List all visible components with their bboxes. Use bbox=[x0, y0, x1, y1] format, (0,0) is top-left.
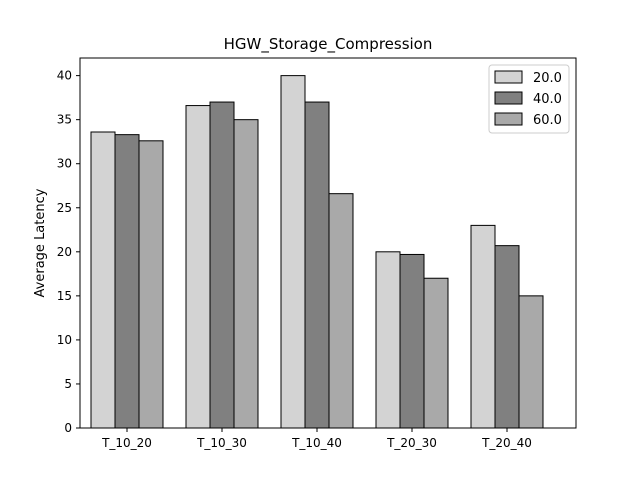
y-tick-label: 5 bbox=[64, 377, 72, 391]
plot-frame bbox=[79, 57, 577, 429]
bar-T_10_30-series-60.0 bbox=[233, 119, 259, 429]
legend-label-60.0: 60.0 bbox=[533, 113, 562, 128]
legend-swatch-40.0 bbox=[494, 91, 523, 105]
bar-T_10_30-series-20.0 bbox=[185, 105, 211, 429]
bar-T_10_40-series-40.0 bbox=[304, 101, 330, 429]
x-tick-label: T_20_40 bbox=[481, 436, 532, 450]
x-tick-label: T_20_30 bbox=[386, 436, 437, 450]
y-tick-label: 40 bbox=[57, 69, 72, 83]
bar-T_10_30-series-40.0 bbox=[209, 101, 235, 429]
x-axis: T_10_20 T_10_30 T_10_40 T_20_30 T_20_40 bbox=[101, 428, 532, 450]
y-axis-label: Average Latency bbox=[33, 188, 48, 297]
legend-label-40.0: 40.0 bbox=[533, 92, 562, 107]
bar-T_20_40-series-20.0 bbox=[470, 224, 496, 429]
y-tick-label: 15 bbox=[57, 289, 72, 303]
bar-T_10_20-series-40.0 bbox=[114, 134, 140, 429]
y-tick-label: 20 bbox=[57, 245, 72, 259]
y-tick-label: 10 bbox=[57, 333, 72, 347]
bar-T_20_30-series-20.0 bbox=[375, 251, 401, 429]
legend-swatch-60.0 bbox=[494, 112, 523, 126]
chart-title: HGW_Storage_Compression bbox=[224, 35, 433, 54]
y-tick-label: 0 bbox=[64, 421, 72, 435]
y-tick-label: 30 bbox=[57, 157, 72, 171]
bars-group bbox=[90, 75, 544, 429]
bar-T_20_40-series-60.0 bbox=[518, 295, 544, 429]
bar-T_10_20-series-20.0 bbox=[90, 131, 116, 429]
y-tick-label: 25 bbox=[57, 201, 72, 215]
x-tick-label: T_10_40 bbox=[291, 436, 342, 450]
y-axis: 0 5 10 15 20 25 30 35 40 bbox=[57, 69, 80, 435]
bar-T_20_30-series-60.0 bbox=[423, 277, 449, 429]
legend: 20.0 40.0 60.0 bbox=[488, 64, 570, 134]
x-tick-label: T_10_30 bbox=[196, 436, 247, 450]
bar-T_20_40-series-40.0 bbox=[494, 245, 520, 429]
x-tick-label: T_10_20 bbox=[101, 436, 152, 450]
bar-T_20_30-series-40.0 bbox=[399, 253, 425, 429]
bar-T_10_20-series-60.0 bbox=[138, 140, 164, 429]
bar-T_10_40-series-20.0 bbox=[280, 75, 306, 429]
y-tick-label: 35 bbox=[57, 113, 72, 127]
legend-swatch-20.0 bbox=[494, 70, 523, 84]
bar-T_10_40-series-60.0 bbox=[328, 193, 354, 429]
legend-label-20.0: 20.0 bbox=[533, 71, 562, 86]
